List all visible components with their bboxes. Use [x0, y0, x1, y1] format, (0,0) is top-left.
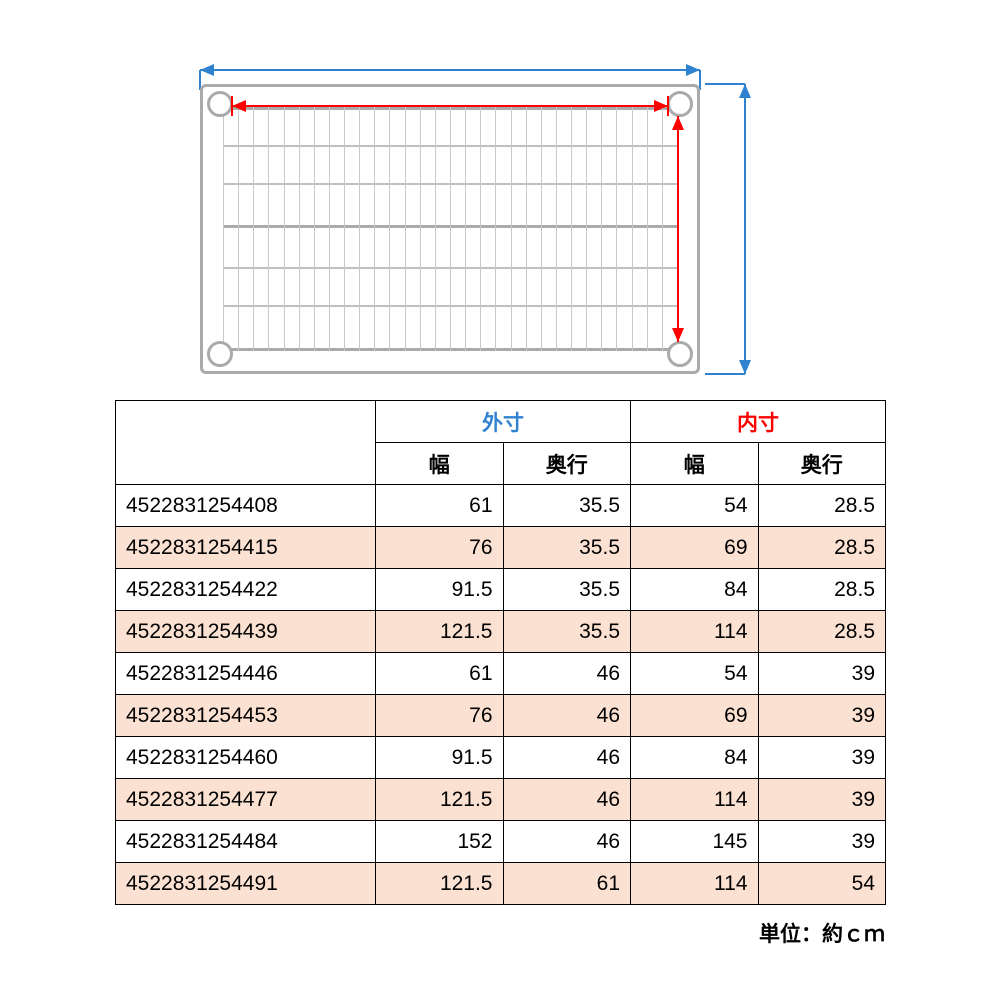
cell-id: 4522831254408	[116, 485, 376, 527]
cell-outer-width: 91.5	[376, 737, 504, 779]
spec-table-body: 45228312544086135.55428.5452283125441576…	[116, 485, 886, 905]
cell-id: 4522831254477	[116, 779, 376, 821]
cell-inner-depth: 28.5	[758, 569, 886, 611]
cell-outer-width: 121.5	[376, 863, 504, 905]
cell-inner-width: 114	[631, 863, 759, 905]
cell-inner-depth: 39	[758, 653, 886, 695]
cell-inner-width: 84	[631, 569, 759, 611]
header-inner: 内寸	[631, 401, 886, 443]
cell-inner-width: 114	[631, 779, 759, 821]
cell-inner-width: 84	[631, 737, 759, 779]
cell-outer-depth: 35.5	[503, 611, 631, 653]
cell-outer-depth: 35.5	[503, 527, 631, 569]
cell-inner-width: 145	[631, 821, 759, 863]
cell-outer-width: 91.5	[376, 569, 504, 611]
table-row: 45228312544086135.55428.5	[116, 485, 886, 527]
header-outer-width: 幅	[376, 443, 504, 485]
cell-inner-width: 54	[631, 653, 759, 695]
page: // placeholder — real vlines inserted be…	[0, 0, 1000, 1000]
cell-id: 4522831254415	[116, 527, 376, 569]
cell-inner-depth: 39	[758, 779, 886, 821]
cell-outer-depth: 35.5	[503, 485, 631, 527]
header-outer-depth: 奥行	[503, 443, 631, 485]
table-row: 45228312544841524614539	[116, 821, 886, 863]
cell-inner-depth: 39	[758, 821, 886, 863]
cell-outer-depth: 46	[503, 695, 631, 737]
cell-inner-depth: 28.5	[758, 611, 886, 653]
cell-inner-depth: 39	[758, 695, 886, 737]
cell-outer-width: 152	[376, 821, 504, 863]
cell-inner-width: 114	[631, 611, 759, 653]
header-inner-depth: 奥行	[758, 443, 886, 485]
cell-outer-width: 61	[376, 653, 504, 695]
cell-outer-depth: 46	[503, 779, 631, 821]
cell-id: 4522831254446	[116, 653, 376, 695]
cell-inner-depth: 39	[758, 737, 886, 779]
cell-outer-width: 121.5	[376, 611, 504, 653]
cell-outer-width: 76	[376, 527, 504, 569]
cell-inner-width: 69	[631, 695, 759, 737]
cell-outer-width: 76	[376, 695, 504, 737]
table-row: 452283125444661465439	[116, 653, 886, 695]
cell-id: 4522831254453	[116, 695, 376, 737]
cell-inner-depth: 28.5	[758, 527, 886, 569]
cell-inner-depth: 54	[758, 863, 886, 905]
cell-id: 4522831254491	[116, 863, 376, 905]
cell-id: 4522831254422	[116, 569, 376, 611]
cell-outer-depth: 35.5	[503, 569, 631, 611]
inner-dimension-lines	[200, 60, 825, 400]
header-blank	[116, 401, 376, 485]
cell-inner-width: 54	[631, 485, 759, 527]
table-row: 452283125446091.5468439	[116, 737, 886, 779]
cell-outer-depth: 61	[503, 863, 631, 905]
shelf-diagram: // placeholder — real vlines inserted be…	[200, 60, 825, 385]
unit-note: 単位：約ｃｍ	[759, 918, 885, 948]
cell-inner-width: 69	[631, 527, 759, 569]
cell-inner-depth: 28.5	[758, 485, 886, 527]
header-outer: 外寸	[376, 401, 631, 443]
table-row: 4522831254477121.54611439	[116, 779, 886, 821]
table-row: 45228312544157635.56928.5	[116, 527, 886, 569]
cell-outer-width: 121.5	[376, 779, 504, 821]
cell-id: 4522831254460	[116, 737, 376, 779]
cell-outer-depth: 46	[503, 653, 631, 695]
table-row: 452283125442291.535.58428.5	[116, 569, 886, 611]
cell-id: 4522831254484	[116, 821, 376, 863]
cell-outer-depth: 46	[503, 737, 631, 779]
cell-id: 4522831254439	[116, 611, 376, 653]
table-row: 4522831254491121.56111454	[116, 863, 886, 905]
table-row: 452283125445376466939	[116, 695, 886, 737]
cell-outer-depth: 46	[503, 821, 631, 863]
cell-outer-width: 61	[376, 485, 504, 527]
header-inner-width: 幅	[631, 443, 759, 485]
spec-table: 外寸 内寸 幅 奥行 幅 奥行 45228312544086135.55428.…	[115, 400, 886, 905]
table-row: 4522831254439121.535.511428.5	[116, 611, 886, 653]
